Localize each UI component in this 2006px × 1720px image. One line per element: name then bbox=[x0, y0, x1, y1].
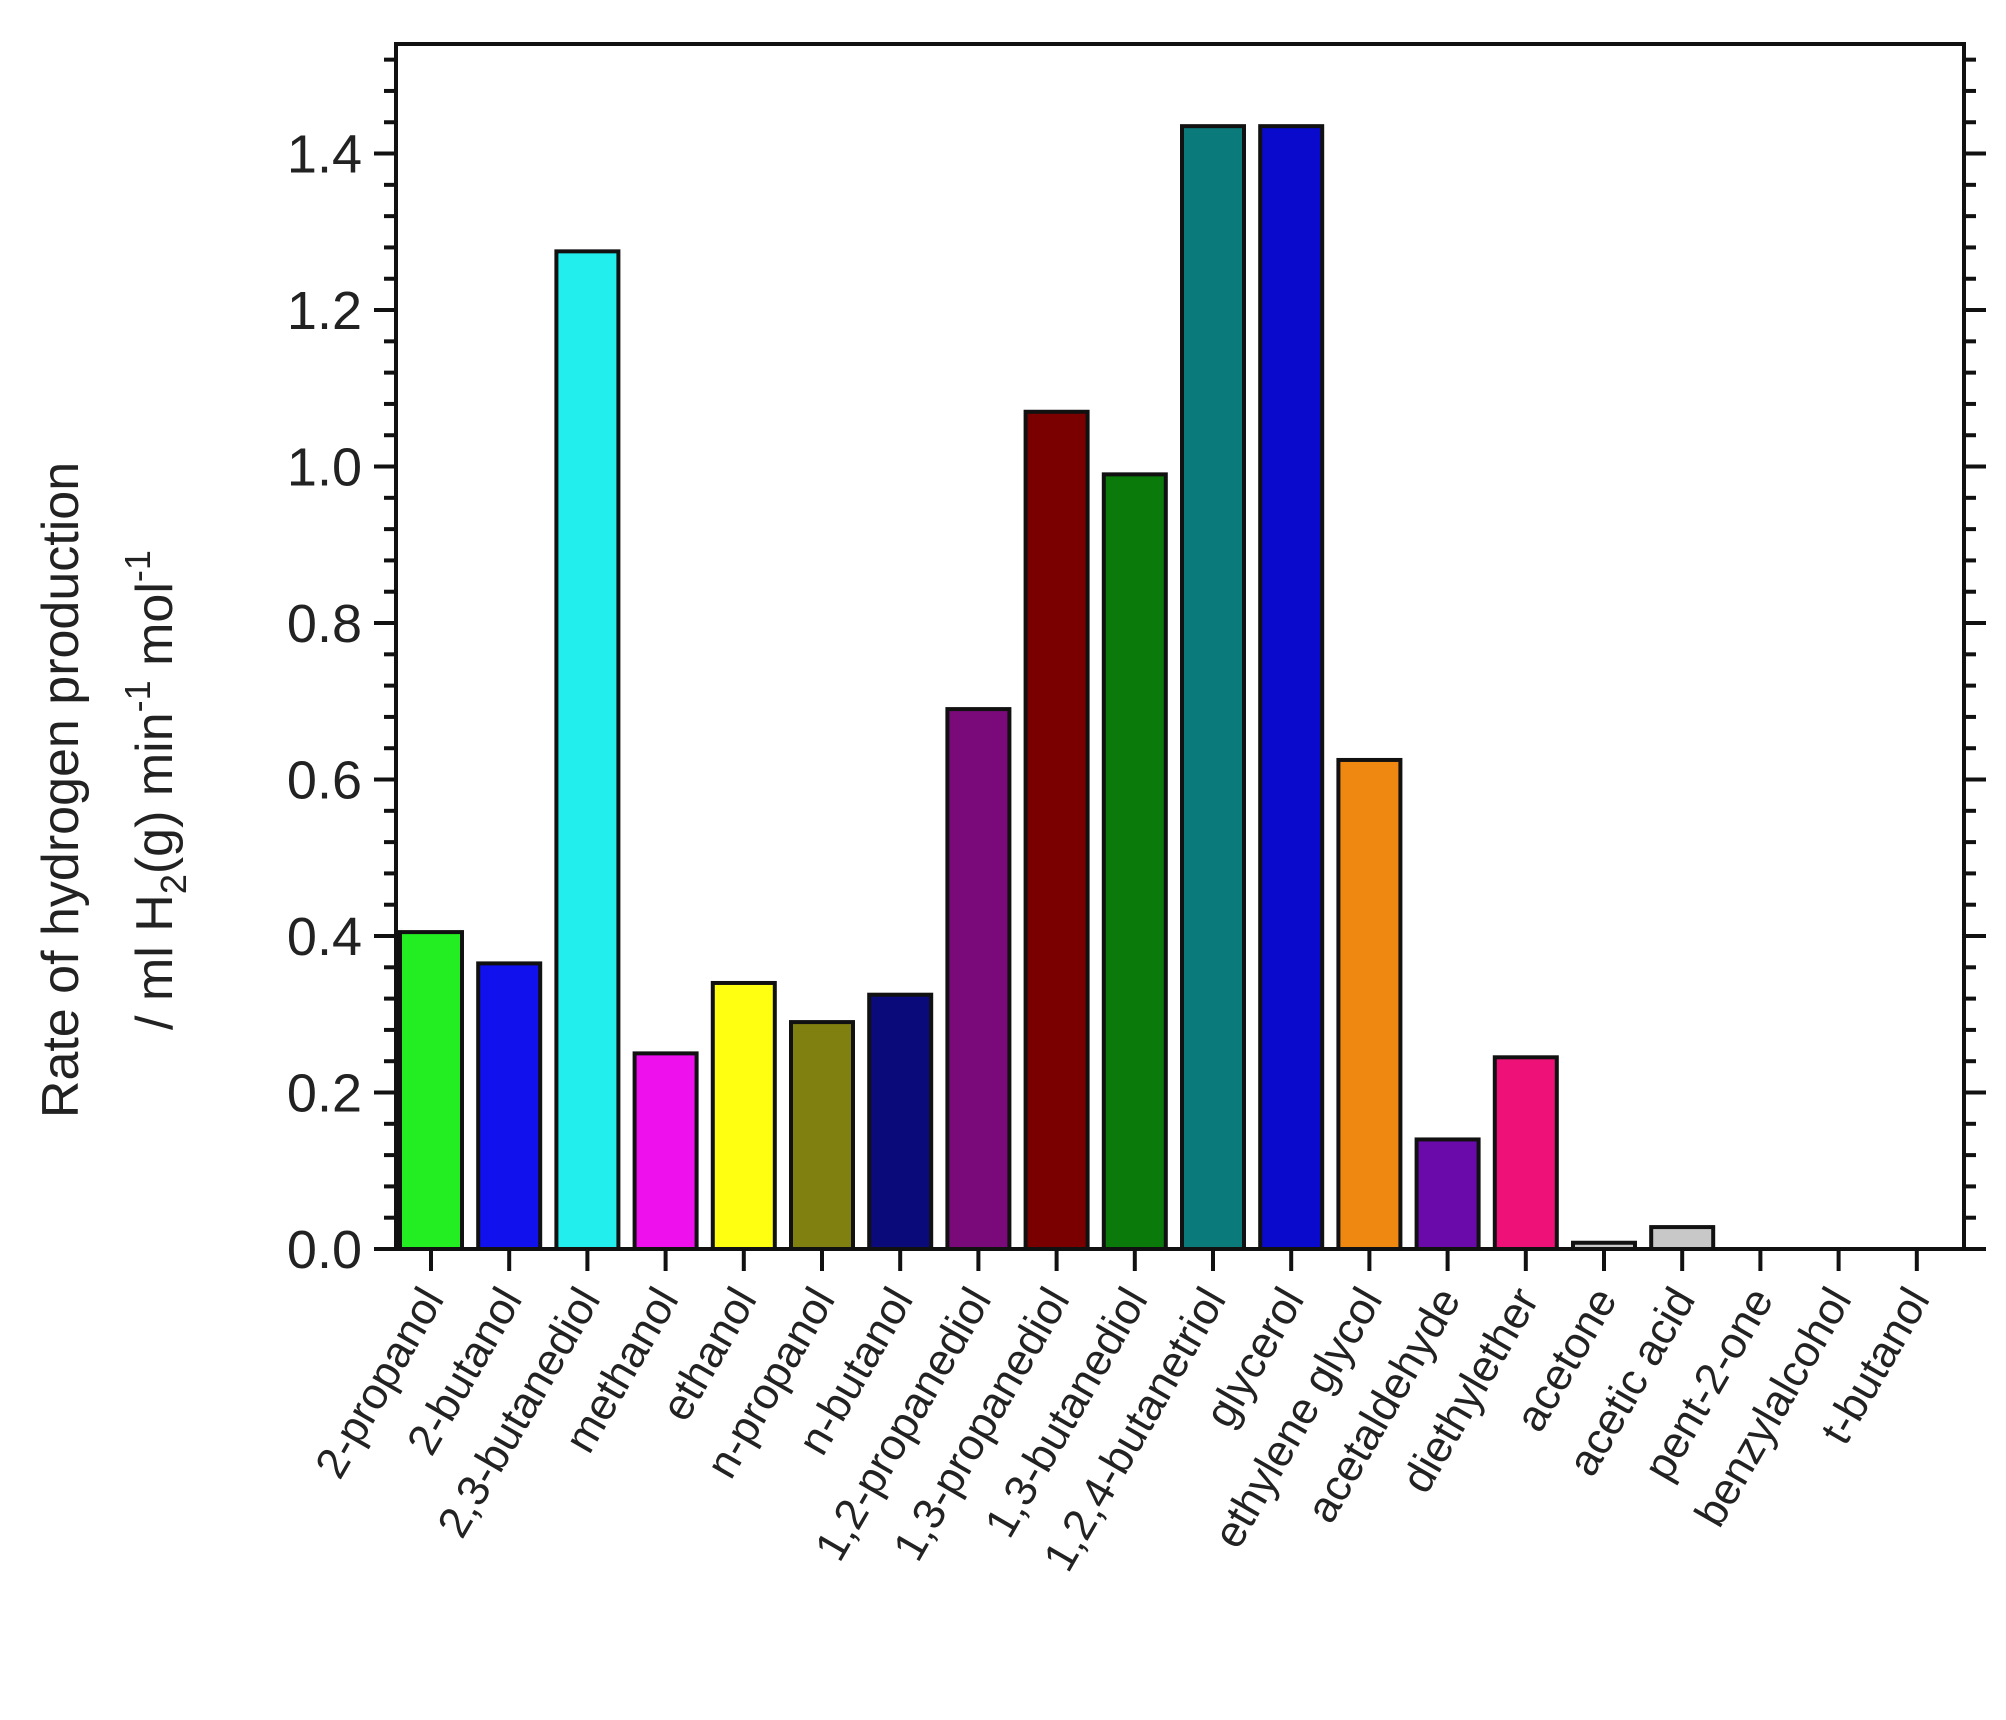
y-tick-label: 0.6 bbox=[287, 751, 362, 811]
y-axis-title-middle-1: (g) min bbox=[126, 712, 184, 874]
y-axis-title-middle-2: mol bbox=[126, 582, 184, 680]
bar bbox=[398, 930, 464, 1251]
bar bbox=[867, 992, 934, 1251]
y-tick-label: 1.2 bbox=[287, 281, 362, 341]
bar bbox=[1258, 124, 1325, 1252]
y-axis-title-line2: / ml H2(g) min-1 mol-1 bbox=[117, 550, 194, 1030]
y-tick-label: 0.0 bbox=[287, 1220, 362, 1280]
y-axis-ticks: 0.0 0.2 0.4 0.6 0.8 1.0 1.2 1.4 bbox=[287, 57, 1986, 1280]
bars bbox=[398, 124, 1716, 1252]
bar bbox=[789, 1020, 855, 1251]
bar bbox=[1023, 409, 1090, 1251]
y-tick-label: 1.4 bbox=[287, 125, 362, 185]
bar bbox=[476, 961, 543, 1251]
y-tick-label: 0.2 bbox=[287, 1064, 362, 1124]
y-axis-title-superscript-1: -1 bbox=[117, 680, 158, 712]
y-axis-title-prefix: / ml H bbox=[126, 894, 184, 1030]
bar bbox=[632, 1051, 699, 1251]
y-tick-label: 0.8 bbox=[287, 594, 362, 654]
bar bbox=[1649, 1225, 1716, 1252]
bar bbox=[1492, 1055, 1559, 1251]
bar bbox=[1414, 1137, 1481, 1252]
y-axis-title-line1: Rate of hydrogen production bbox=[32, 462, 90, 1118]
y-axis-title-superscript-2: -1 bbox=[117, 550, 158, 582]
y-axis-title-subscript: 2 bbox=[153, 874, 194, 894]
bar bbox=[1336, 757, 1403, 1251]
bar bbox=[710, 980, 777, 1252]
y-tick-label: 1.0 bbox=[287, 438, 362, 498]
bar bbox=[1101, 472, 1168, 1252]
bar bbox=[1180, 124, 1246, 1252]
bar bbox=[554, 249, 621, 1252]
x-axis-ticks: 2-propanol2-butanol2,3-butanediolmethano… bbox=[306, 1249, 1939, 1579]
bar bbox=[1571, 1240, 1637, 1251]
y-tick-label: 0.4 bbox=[287, 907, 362, 967]
bar bbox=[945, 707, 1012, 1251]
